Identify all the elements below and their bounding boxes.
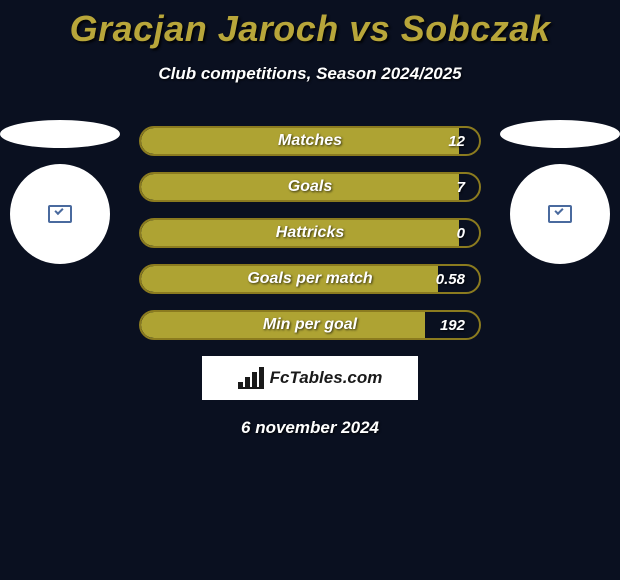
stat-label: Matches — [278, 132, 342, 150]
subtitle: Club competitions, Season 2024/2025 — [0, 64, 620, 84]
placeholder-icon — [48, 205, 72, 223]
stat-bar: Goals 7 — [139, 172, 481, 202]
page-title: Gracjan Jaroch vs Sobczak — [0, 0, 620, 50]
stat-bar: Goals per match 0.58 — [139, 264, 481, 294]
stat-value: 0.58 — [436, 271, 465, 288]
stats-bars: Matches 12 Goals 7 Hattricks 0 Goals per match… — [139, 126, 481, 340]
player-right-platform — [500, 120, 620, 148]
player-left-badge — [0, 120, 120, 264]
placeholder-icon — [548, 205, 572, 223]
stat-label: Goals per match — [247, 270, 372, 288]
stat-value: 7 — [457, 179, 465, 196]
stat-bar: Matches 12 — [139, 126, 481, 156]
stat-label: Min per goal — [263, 316, 357, 334]
vs-separator: vs — [339, 8, 401, 49]
player-left-platform — [0, 120, 120, 148]
player-right-badge — [500, 120, 620, 264]
stat-value: 12 — [448, 133, 465, 150]
stat-label: Hattricks — [276, 224, 344, 242]
chart-icon — [238, 367, 264, 389]
stat-value: 0 — [457, 225, 465, 242]
date-text: 6 november 2024 — [0, 418, 620, 438]
brand-logo[interactable]: FcTables.com — [202, 356, 418, 400]
stat-value: 192 — [440, 317, 465, 334]
stat-bar: Min per goal 192 — [139, 310, 481, 340]
brand-text: FcTables.com — [270, 368, 383, 388]
player-right-avatar — [510, 164, 610, 264]
player-left-avatar — [10, 164, 110, 264]
player1-name: Gracjan Jaroch — [70, 8, 339, 49]
stat-label: Goals — [288, 178, 332, 196]
player2-name: Sobczak — [401, 8, 551, 49]
stat-bar: Hattricks 0 — [139, 218, 481, 248]
